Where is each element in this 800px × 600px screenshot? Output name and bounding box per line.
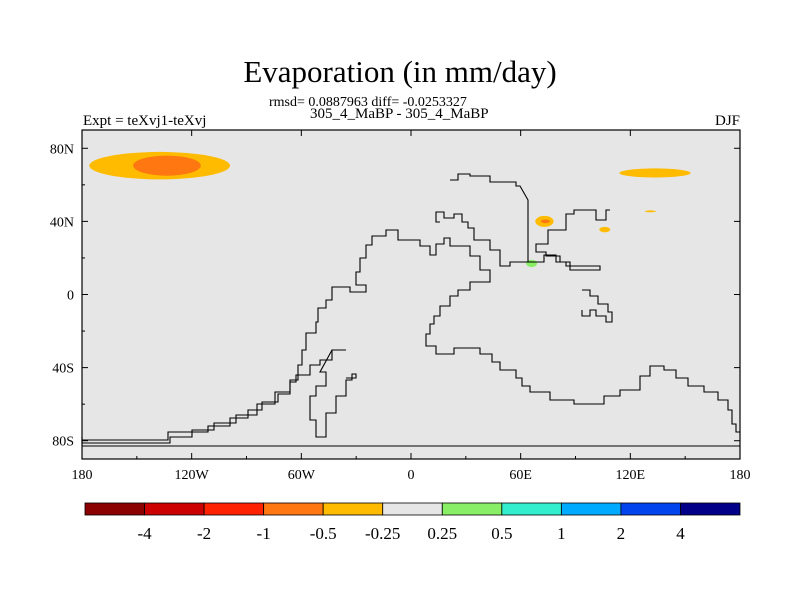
x-tick-label-1: 120W	[175, 468, 210, 483]
colorbar-swatch-0	[84, 502, 145, 516]
plot-frame	[81, 129, 741, 460]
coastline-southern-cone	[82, 349, 346, 441]
season-label: DJF	[714, 113, 740, 129]
coastline-europe-asia	[435, 173, 610, 271]
coastlines	[81, 173, 740, 447]
stats-line: rmsd= 0.0887963 diff= -0.0253327	[269, 95, 467, 110]
colorbar-label-2: -1	[257, 524, 271, 543]
colorbar-swatch-5	[382, 502, 443, 516]
y-tick-label-1: 40N	[50, 215, 74, 230]
colorbar-label-4: -0.25	[365, 524, 400, 543]
anomaly-region-6	[644, 210, 656, 213]
chart-title: Evaporation (in mm/day)	[243, 54, 557, 89]
coastline-americas	[81, 229, 458, 444]
map-background	[82, 130, 740, 459]
coastline-southeast-asia	[581, 289, 613, 323]
y-tick-label-0: 80N	[50, 142, 74, 157]
colorbar-label-3: -0.5	[310, 524, 337, 543]
colorbar-swatch-2	[203, 502, 265, 516]
colorbar-swatch-8	[560, 502, 622, 516]
y-axis: 80N 40N 0 40S 80S	[50, 142, 740, 450]
colorbar: -4 -2 -1 -0.5 -0.25 0.25 0.5 1 2 4	[84, 502, 741, 543]
x-tick-label-5: 120E	[616, 468, 646, 483]
colorbar-swatch-6	[441, 502, 503, 516]
colorbar-label-6: 0.5	[491, 524, 512, 543]
colorbar-label-1: -2	[197, 524, 211, 543]
colorbar-label-0: -4	[137, 524, 152, 543]
colorbar-swatch-9	[620, 502, 681, 516]
y-tick-label-3: 40S	[52, 362, 74, 377]
x-tick-label-4: 60E	[509, 468, 532, 483]
coastline-africa	[425, 245, 740, 433]
chart-subtitle: 305_4_MaBP - 305_4_MaBP	[310, 106, 489, 122]
coastline-south-america	[309, 349, 357, 438]
anomaly-region-2	[619, 168, 691, 178]
x-tick-label-6: 180	[730, 468, 751, 483]
y-tick-label-2: 0	[67, 289, 74, 304]
colorbar-swatch-10	[680, 502, 741, 516]
experiment-label: Expt = teXvj1-teXvj	[83, 113, 207, 129]
x-tick-label-0: 180	[72, 468, 93, 483]
x-tick-label-2: 60W	[288, 468, 316, 483]
anomaly-region-1	[133, 155, 201, 176]
colorbar-swatch-1	[144, 502, 205, 516]
colorbar-label-5: 0.25	[427, 524, 457, 543]
anomaly-region-4	[540, 219, 550, 224]
colorbar-swatch-7	[501, 502, 562, 516]
colorbar-label-7: 1	[557, 524, 566, 543]
colorbar-swatch-4	[322, 502, 384, 516]
x-axis: 180 120W 60W 0 60E 120E 180	[72, 130, 751, 483]
anomaly-region-5	[599, 226, 611, 233]
colorbar-swatch-3	[263, 502, 324, 516]
colorbar-label-9: 4	[676, 524, 685, 543]
anomaly-layer	[89, 151, 691, 268]
colorbar-label-8: 2	[617, 524, 626, 543]
y-tick-label-4: 80S	[52, 435, 74, 450]
x-tick-label-3: 0	[408, 468, 415, 483]
